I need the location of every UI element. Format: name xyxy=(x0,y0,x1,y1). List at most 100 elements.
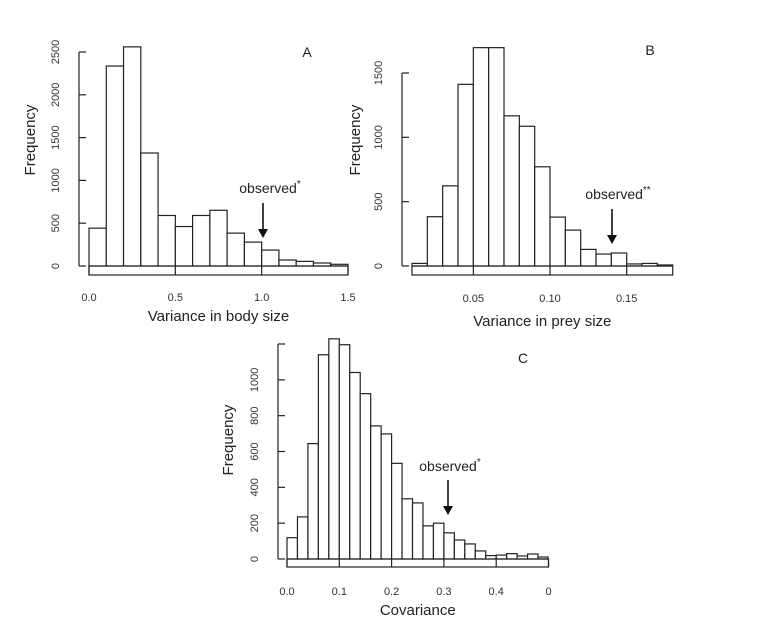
histogram-bar xyxy=(370,425,382,560)
y-axis-label: Frequency xyxy=(220,404,237,475)
x-tick-label: 0 xyxy=(545,586,551,598)
histogram-bar xyxy=(411,502,424,560)
panel-b: 0.05 0.10 0.15 0 500 1000 1500 Variance in prey… xyxy=(347,42,674,330)
panel-a: 0.0 0.5 1.0 1.5 0 500 1000 1500 2000 2500 Variance… xyxy=(22,40,356,325)
y-tick-label: 1500 xyxy=(373,61,385,85)
histogram-bar xyxy=(443,532,455,560)
x-tick-label: 0.5 xyxy=(168,292,183,304)
histogram-bar xyxy=(105,65,125,267)
observed-annotation: observed* xyxy=(239,179,301,196)
panel-label: B xyxy=(645,42,654,58)
histogram-bar xyxy=(296,516,309,560)
histogram-bar xyxy=(422,525,435,560)
y-tick-label: 1500 xyxy=(50,125,62,149)
histogram-bar xyxy=(534,166,551,267)
histogram-bar xyxy=(391,462,403,560)
histogram-bar xyxy=(349,371,361,560)
observed-label: observed xyxy=(239,180,297,196)
histogram-bar xyxy=(580,248,597,267)
histogram-bar xyxy=(261,249,280,267)
histogram-bar xyxy=(464,543,476,560)
panel-c: 0.0 0.1 0.2 0.3 0.4 0 0 200 400 600 800 1000 Covaria… xyxy=(220,338,552,619)
y-tick-label: 800 xyxy=(249,406,261,424)
histogram-bar xyxy=(564,229,582,267)
histogram-bar xyxy=(243,241,263,267)
histogram-bar xyxy=(226,232,245,267)
x-tick-label: 0.0 xyxy=(81,292,96,304)
y-tick-label: 0 xyxy=(373,263,385,269)
y-tick-label: 1000 xyxy=(373,125,385,149)
histogram-bar xyxy=(286,537,299,560)
y-tick-label: 500 xyxy=(50,214,62,232)
x-axis-label: Variance in prey size xyxy=(473,313,611,330)
observed-label: observed xyxy=(419,458,477,474)
histogram-bar xyxy=(472,47,490,267)
x-axis xyxy=(286,558,550,568)
arrow-head-icon xyxy=(443,506,453,515)
histogram-bar xyxy=(401,498,414,560)
histogram-bar xyxy=(278,259,297,267)
y-tick-label: 2500 xyxy=(50,40,62,64)
histogram-bar xyxy=(595,253,612,267)
panel-label: C xyxy=(518,350,528,366)
observed-annotation: observed** xyxy=(585,185,650,202)
histogram-bar xyxy=(157,214,176,267)
arrow-head-icon xyxy=(258,229,268,238)
histogram-bar xyxy=(457,83,474,267)
y-tick-label: 0 xyxy=(50,263,62,269)
x-axis xyxy=(88,265,349,276)
x-tick-label: 1.0 xyxy=(254,292,269,304)
histogram-bar xyxy=(526,553,539,560)
x-axis xyxy=(411,265,674,276)
y-tick-label: 1000 xyxy=(50,168,62,192)
histogram-bar xyxy=(88,227,107,267)
histogram-bar xyxy=(503,115,520,267)
y-axis-label: Frequency xyxy=(22,104,39,175)
histogram-bar xyxy=(307,443,319,560)
histogram-bar xyxy=(474,550,487,560)
x-tick-label: 1.5 xyxy=(340,292,355,304)
x-tick-label: 0.15 xyxy=(616,293,637,305)
histogram-bar xyxy=(518,125,536,267)
histogram-bar xyxy=(432,522,445,560)
observed-label: observed xyxy=(585,186,643,202)
histogram-bar xyxy=(122,46,142,267)
histogram-bar xyxy=(359,393,372,560)
x-tick-label: 0.10 xyxy=(539,293,560,305)
y-tick-label: 1000 xyxy=(249,368,261,392)
histogram-bar xyxy=(209,209,228,267)
y-tick-label: 400 xyxy=(249,478,261,496)
x-tick-label: 0.4 xyxy=(489,586,504,598)
histogram-bar xyxy=(506,553,518,560)
histogram-bar xyxy=(328,338,340,560)
y-axis-label: Frequency xyxy=(347,104,364,175)
y-tick-label: 2000 xyxy=(50,83,62,107)
histogram-bar xyxy=(174,225,194,267)
histogram-bar xyxy=(610,252,628,267)
histogram-bar xyxy=(453,539,466,560)
significance-stars: ** xyxy=(643,185,651,196)
x-axis-label: Covariance xyxy=(380,602,456,619)
histogram-bar xyxy=(317,354,330,560)
x-tick-label: 0.1 xyxy=(332,586,347,598)
y-tick-label: 200 xyxy=(249,514,261,532)
x-tick-label: 0.0 xyxy=(279,586,294,598)
x-tick-label: 0.2 xyxy=(384,586,399,598)
arrow-head-icon xyxy=(607,235,617,244)
histogram-bar xyxy=(442,185,459,267)
histogram-bar xyxy=(426,216,444,267)
observed-annotation: observed* xyxy=(419,457,481,474)
significance-stars: * xyxy=(297,179,301,190)
panel-label: A xyxy=(302,44,312,60)
x-axis-label: Variance in body size xyxy=(148,308,289,325)
histogram-bar xyxy=(140,152,159,267)
y-tick-label: 600 xyxy=(249,442,261,460)
histogram-bar xyxy=(488,47,505,267)
histogram-bar xyxy=(380,433,393,560)
histogram-bar xyxy=(295,260,315,267)
histogram-bar xyxy=(549,216,566,267)
histogram-bar xyxy=(338,344,351,560)
histogram-bar xyxy=(192,214,211,267)
y-tick-label: 0 xyxy=(249,556,261,562)
